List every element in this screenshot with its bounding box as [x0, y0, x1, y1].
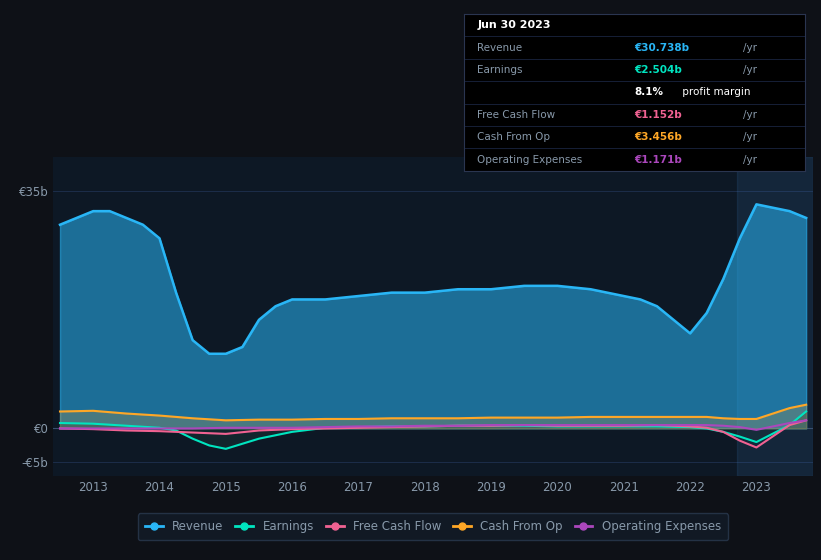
- Text: 8.1%: 8.1%: [635, 87, 663, 97]
- Text: Free Cash Flow: Free Cash Flow: [478, 110, 556, 120]
- Text: Earnings: Earnings: [478, 65, 523, 75]
- Text: /yr: /yr: [743, 132, 757, 142]
- Text: €1.171b: €1.171b: [635, 155, 682, 165]
- Text: profit margin: profit margin: [678, 87, 750, 97]
- Text: Revenue: Revenue: [478, 43, 523, 53]
- Text: /yr: /yr: [743, 155, 757, 165]
- Text: €1.152b: €1.152b: [635, 110, 682, 120]
- Text: /yr: /yr: [743, 110, 757, 120]
- Legend: Revenue, Earnings, Free Cash Flow, Cash From Op, Operating Expenses: Revenue, Earnings, Free Cash Flow, Cash …: [138, 513, 728, 540]
- Text: /yr: /yr: [743, 65, 757, 75]
- Text: Jun 30 2023: Jun 30 2023: [478, 20, 551, 30]
- Text: €2.504b: €2.504b: [635, 65, 682, 75]
- Text: Operating Expenses: Operating Expenses: [478, 155, 583, 165]
- Text: /yr: /yr: [743, 43, 757, 53]
- Bar: [736, 157, 813, 476]
- Text: €3.456b: €3.456b: [635, 132, 682, 142]
- Text: €30.738b: €30.738b: [635, 43, 690, 53]
- Text: Cash From Op: Cash From Op: [478, 132, 551, 142]
